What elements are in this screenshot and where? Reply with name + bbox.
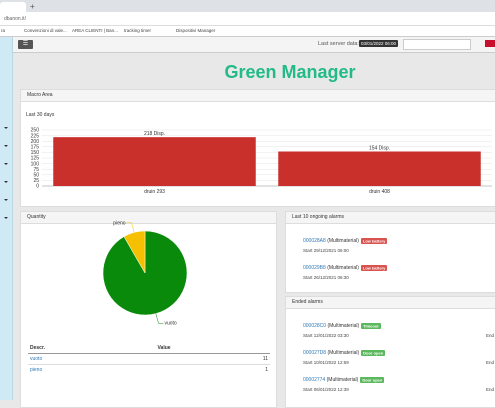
alarm-id[interactable]: 000027D8	[303, 350, 327, 356]
value-cell: 1	[155, 364, 270, 375]
alarm-start: Start 12/01/2022 03:30	[303, 333, 349, 338]
alarm-id[interactable]: 000029B8	[303, 265, 326, 271]
bar	[53, 137, 256, 186]
header-cell: Descr.	[28, 343, 156, 354]
descr-cell[interactable]: pieno	[28, 364, 156, 375]
alarm-status: Timeout	[361, 322, 381, 329]
alarm-start: Start 29/12/2021 06:00	[303, 248, 349, 253]
y-tick-label: 250	[31, 128, 40, 134]
alarm-end: End	[486, 333, 495, 338]
y-tick-label: 150	[31, 150, 40, 156]
alarm-type: (Multimaterial)	[327, 238, 359, 244]
url: dbanon.it/	[4, 16, 26, 22]
alarm-id[interactable]: 000028C0	[303, 323, 327, 329]
alarm-end: End	[486, 360, 495, 365]
alarm-type: (Multimaterial)	[327, 323, 360, 329]
y-tick-label: 175	[31, 145, 40, 151]
new-tab[interactable]: +	[30, 2, 35, 11]
bookmark[interactable]: tracking timer	[124, 28, 152, 33]
value-label: 154 Disp.	[369, 146, 390, 152]
alarm-item: 000028C0 (Multimaterial) Timeout	[303, 322, 381, 329]
sidebar-caret[interactable]	[4, 181, 8, 183]
ended-panel: Ended alarms	[285, 296, 495, 408]
alarm-status: Door open	[360, 376, 385, 383]
sidebar-caret[interactable]	[4, 145, 8, 147]
alarm-status: Door open	[361, 349, 386, 356]
panel-title: Quantity	[21, 212, 276, 224]
alarm-type: (Multimaterial)	[327, 265, 359, 271]
y-tick-label: 0	[36, 184, 39, 190]
alarm-end: End	[486, 387, 495, 392]
alarm-type: (Multimaterial)	[326, 377, 359, 383]
y-tick-label: 50	[33, 173, 39, 179]
pie-slice	[102, 230, 188, 316]
sidebar-caret[interactable]	[4, 199, 8, 201]
server-label: Last server data:	[318, 41, 359, 47]
y-tick-label: 225	[31, 133, 40, 139]
alarm-item: 00002774 (Multimaterial) Door open	[303, 376, 385, 383]
alarm-id[interactable]: 00002774	[303, 377, 326, 383]
bookmark[interactable]: AREA CLIENTI | Ban...	[72, 28, 118, 33]
slice-label: vuoto	[164, 321, 176, 327]
y-tick-label: 200	[31, 139, 40, 145]
panel-title: Macro Area	[21, 90, 495, 102]
leader-line	[155, 313, 164, 324]
table-header: Descr. Value	[28, 343, 270, 354]
leader-line	[126, 222, 135, 233]
y-tick-label: 125	[31, 156, 40, 162]
bookmarks-bar: ra Convenzioni di vale... AREA CLIENTI | B…	[0, 26, 495, 37]
alarm-id[interactable]: 000028A8	[303, 238, 326, 244]
page-title: Green Manager	[224, 62, 356, 82]
y-tick-label: 75	[33, 167, 39, 173]
y-tick-label: 100	[31, 161, 40, 167]
select[interactable]	[403, 39, 471, 50]
alarm-status: Low battery	[360, 264, 388, 271]
header-cell: Value	[155, 343, 270, 354]
language-flag[interactable]	[485, 40, 495, 47]
alarm-type: (Multimaterial)	[327, 350, 360, 356]
sidebar-caret[interactable]	[4, 163, 8, 165]
app-header: ☰ Last server data: 03/01/2022 06:00	[13, 37, 495, 53]
quantity-table: Descr. Value vuoto 11 pieno 1	[28, 343, 270, 375]
sidebar-caret[interactable]	[4, 127, 8, 129]
ongoing-panel: Last 10 ongoing alarms	[285, 211, 495, 293]
slice-label: pieno	[113, 220, 125, 226]
alarm-status: Low battery	[360, 237, 388, 244]
sidebar-caret[interactable]	[4, 217, 8, 219]
tab-bar: +	[0, 0, 495, 12]
alarm-start: Start 10/01/2022 12:59	[303, 360, 349, 365]
sidebar	[0, 37, 13, 400]
table-row: pieno 1	[28, 364, 270, 375]
chart-subtitle: Last 30 days	[26, 112, 55, 118]
alarm-item: 000027D8 (Multimaterial) Door open	[303, 349, 386, 356]
x-tick-label: druin 408	[369, 189, 390, 195]
bar	[278, 151, 481, 186]
x-tick-label: druin 293	[144, 189, 165, 195]
y-tick-label: 25	[33, 178, 39, 184]
panel-title: Last 10 ongoing alarms	[286, 212, 495, 224]
server-date: 03/01/2022 06:00	[359, 40, 399, 47]
alarm-start: Start 26/12/2021 06:30	[303, 275, 349, 280]
table-row: vuoto 11	[28, 353, 270, 365]
panel-title: Ended alarms	[286, 297, 495, 309]
alarm-item: 000029B8 (Multimaterial) Low battery	[303, 264, 388, 271]
table-body: vuoto 11 pieno 1	[28, 353, 270, 375]
descr-cell[interactable]: vuoto	[28, 353, 156, 365]
alarm-start: Start 06/01/2022 12:39	[303, 387, 349, 392]
value-label: 218 Disp.	[144, 131, 165, 137]
bookmark[interactable]: Convenzioni di vale...	[24, 28, 67, 33]
pie-slice	[123, 230, 146, 274]
bookmark[interactable]: Dispositivi Manager	[176, 28, 216, 33]
address-bar[interactable]: dbanon.it/	[0, 12, 495, 26]
bookmark[interactable]: ra	[1, 28, 6, 33]
alarm-item: 000028A8 (Multimaterial) Low battery	[303, 237, 388, 244]
browser-tab[interactable]	[0, 2, 26, 12]
value-cell: 11	[155, 353, 270, 365]
menu-button[interactable]: ☰	[18, 40, 33, 49]
